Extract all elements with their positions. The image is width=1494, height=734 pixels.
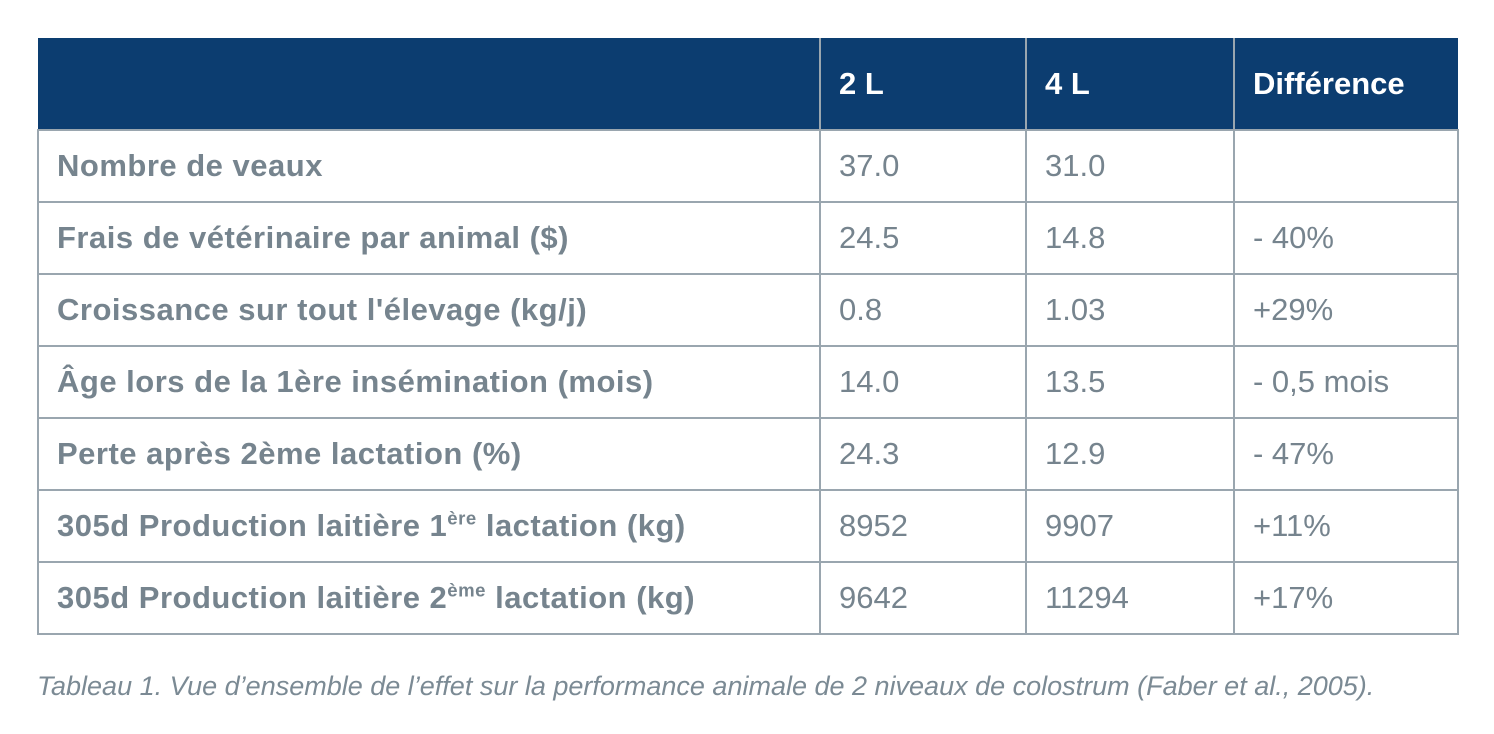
- cell-2l: 24.3: [819, 417, 1027, 491]
- cell-2l: 0.8: [819, 273, 1027, 347]
- cell-difference: - 40%: [1233, 201, 1459, 275]
- table-row: 305d Production laitière 1ère lactation …: [37, 489, 1459, 563]
- table-row: Croissance sur tout l'élevage (kg/j) 0.8…: [37, 273, 1459, 347]
- cell-4l: 11294: [1025, 561, 1235, 635]
- row-label: Frais de vétérinaire par animal ($): [37, 201, 821, 275]
- table-row: Nombre de veaux 37.0 31.0: [37, 129, 1459, 203]
- row-label-text: Frais de vétérinaire par animal ($): [57, 220, 569, 255]
- row-label: 305d Production laitière 1ère lactation …: [37, 489, 821, 563]
- row-label: Perte après 2ème lactation (%): [37, 417, 821, 491]
- table-row: Âge lors de la 1ère insémination (mois) …: [37, 345, 1459, 419]
- table-row: Frais de vétérinaire par animal ($) 24.5…: [37, 201, 1459, 275]
- cell-4l: 12.9: [1025, 417, 1235, 491]
- cell-difference: - 47%: [1233, 417, 1459, 491]
- row-label-end: lactation (kg): [486, 580, 696, 615]
- cell-difference: +29%: [1233, 273, 1459, 347]
- row-label: Croissance sur tout l'élevage (kg/j): [37, 273, 821, 347]
- row-label-text: Perte après 2ème lactation (%): [57, 436, 522, 471]
- row-label-superscript: ère: [447, 507, 477, 529]
- row-label-superscript: ème: [447, 579, 487, 601]
- header-cell-2l: 2 L: [819, 38, 1026, 131]
- header-cell-4l: 4 L: [1025, 38, 1234, 131]
- cell-2l: 37.0: [819, 129, 1027, 203]
- performance-table: 2 L 4 L Différence Nombre de veaux 37.0 …: [37, 38, 1459, 635]
- cell-difference: +17%: [1233, 561, 1459, 635]
- cell-difference: +11%: [1233, 489, 1459, 563]
- row-label-text: Nombre de veaux: [57, 148, 323, 183]
- row-label-end: lactation (kg): [476, 508, 686, 543]
- cell-difference: [1233, 129, 1459, 203]
- header-cell-difference: Différence: [1233, 38, 1458, 131]
- row-label: Nombre de veaux: [37, 129, 821, 203]
- cell-4l: 31.0: [1025, 129, 1235, 203]
- row-label-text: 305d Production laitière 1: [57, 508, 448, 543]
- row-label-text: Âge lors de la 1ère insémination (mois): [57, 364, 654, 399]
- cell-4l: 13.5: [1025, 345, 1235, 419]
- cell-2l: 8952: [819, 489, 1027, 563]
- header-cell-empty: [38, 38, 820, 131]
- table-caption: Tableau 1. Vue d’ensemble de l’effet sur…: [37, 671, 1375, 701]
- row-label-text: 305d Production laitière 2: [57, 580, 448, 615]
- cell-4l: 1.03: [1025, 273, 1235, 347]
- row-label-text: Croissance sur tout l'élevage (kg/j): [57, 292, 588, 327]
- cell-4l: 14.8: [1025, 201, 1235, 275]
- cell-2l: 14.0: [819, 345, 1027, 419]
- cell-2l: 24.5: [819, 201, 1027, 275]
- cell-2l: 9642: [819, 561, 1027, 635]
- row-label: Âge lors de la 1ère insémination (mois): [37, 345, 821, 419]
- table-header-row: 2 L 4 L Différence: [38, 38, 1458, 131]
- cell-4l: 9907: [1025, 489, 1235, 563]
- cell-difference: - 0,5 mois: [1233, 345, 1459, 419]
- table-row: 305d Production laitière 2ème lactation …: [37, 561, 1459, 635]
- table-row: Perte après 2ème lactation (%) 24.3 12.9…: [37, 417, 1459, 491]
- row-label: 305d Production laitière 2ème lactation …: [37, 561, 821, 635]
